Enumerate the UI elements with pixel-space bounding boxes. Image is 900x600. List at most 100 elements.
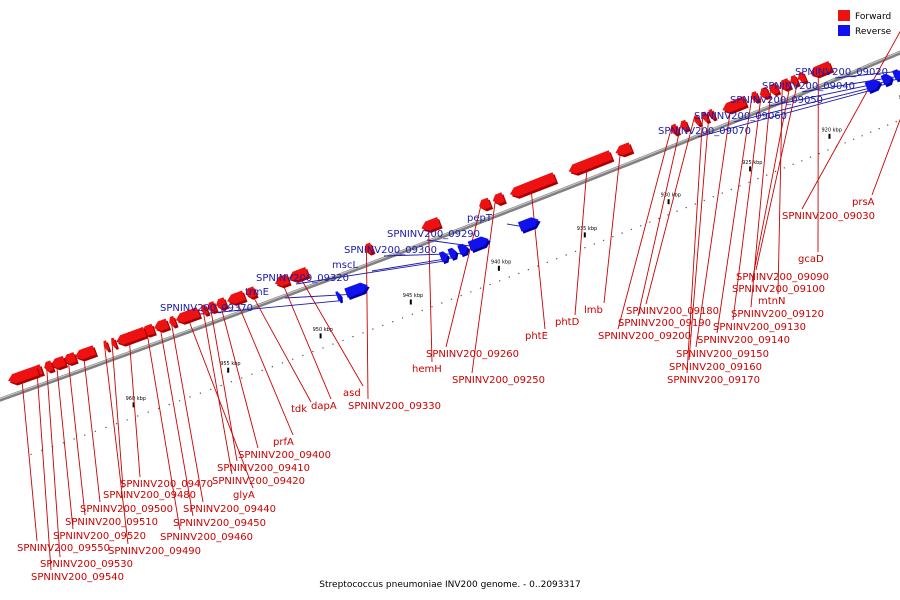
label-lmb: lmb — [584, 305, 603, 316]
leader-SPNINV200_09040 — [801, 75, 900, 93]
scale-tick-label: 950 kbp — [313, 327, 333, 333]
gene-SPNINV200_09250[interactable] — [492, 192, 505, 204]
gene-trmE[interactable] — [344, 282, 368, 298]
gene-SPNINV200_09130[interactable] — [759, 86, 770, 98]
scale-dot — [158, 407, 160, 410]
gene-lmb[interactable] — [615, 142, 633, 156]
scale-dot — [105, 426, 107, 429]
label-SPNINV200_09200: SPNINV200_09200 — [598, 331, 691, 342]
label-SPNINV200_09440: SPNINV200_09440 — [183, 504, 276, 515]
gene-SPNINV200_09420[interactable] — [201, 304, 209, 315]
gene-SPNINV200_09490[interactable] — [103, 340, 110, 351]
label-prsA: prsA — [852, 197, 875, 208]
gene-asd[interactable] — [288, 267, 309, 281]
gene-SPNINV200_09170[interactable] — [702, 111, 710, 123]
gene-SPNINV200_09090[interactable] — [798, 71, 807, 83]
leader-SPNINV200_09460 — [145, 325, 181, 531]
leader-SPNINV200_09450 — [158, 320, 194, 517]
label-SPNINV200_09140: SPNINV200_09140 — [697, 335, 790, 346]
label-SPNINV200_09170: SPNINV200_09170 — [667, 375, 760, 386]
leader-SPNINV200_09540 — [36, 365, 52, 571]
leader-SPNINV200_09550 — [20, 370, 38, 542]
gene-SPNINV200_09190[interactable] — [680, 119, 689, 131]
gene-SPNINV200_09550[interactable] — [8, 365, 40, 384]
scale-dot — [827, 149, 829, 151]
scale-dot — [809, 156, 812, 158]
gene-phtD[interactable] — [568, 150, 613, 174]
gene-SPNINV200_09300[interactable] — [457, 243, 468, 256]
label-tdk: tdk — [291, 404, 307, 415]
gene-SPNINV200_09330[interactable] — [364, 242, 374, 254]
scale-dot — [612, 236, 614, 238]
leader-SPNINV200_09500 — [82, 348, 101, 503]
leader-SPNINV200_09160 — [688, 109, 710, 361]
leader-SPNINV200_09140 — [716, 92, 753, 334]
gene-SPNINV200_09440[interactable] — [169, 315, 177, 327]
gene-prfA[interactable] — [227, 290, 246, 304]
gene-SPNINV200_09510[interactable] — [63, 352, 77, 364]
legend: Forward Reverse — [838, 10, 892, 37]
scale-dot — [801, 160, 803, 162]
scale-dot — [602, 239, 605, 242]
gene-SPNINV200_09140[interactable] — [751, 91, 760, 102]
label-SPNINV200_09290: SPNINV200_09290 — [387, 229, 480, 240]
scale-dot — [115, 423, 118, 425]
gene-mscL[interactable] — [447, 247, 457, 259]
gene-SPNINV200_09500[interactable] — [75, 345, 96, 360]
gene-SPNINV200_09180[interactable] — [694, 114, 701, 126]
gene-SPNINV200_09530[interactable] — [44, 360, 54, 372]
label-SPNINV200_09400: SPNINV200_09400 — [238, 450, 331, 461]
leader-SPNINV200_09260 — [445, 199, 483, 348]
gene-SPNINV200_09160[interactable] — [708, 108, 716, 120]
gene-SPNINV200_09480[interactable] — [111, 337, 117, 348]
scale-dot — [630, 228, 633, 231]
gene-SPNINV200_09370[interactable] — [335, 291, 341, 302]
gene-SPNINV200_09050[interactable] — [892, 69, 900, 81]
leader-SPNINV200_09330 — [365, 243, 369, 400]
gene-SPNINV200_09470[interactable] — [116, 326, 147, 345]
gene-pepT[interactable] — [517, 217, 539, 232]
gene-hemH[interactable] — [421, 217, 441, 231]
scale-tick-label: 935 kbp — [577, 226, 597, 232]
scale-tick — [667, 199, 670, 205]
scale-dot — [818, 152, 820, 155]
gene-mtnN[interactable] — [779, 78, 791, 90]
gene-glyA[interactable] — [175, 307, 200, 323]
scale-dot — [878, 128, 880, 130]
label-trmE: trmE — [245, 287, 269, 298]
gene-SPNINV200_09290[interactable] — [467, 236, 489, 252]
leader-SPNINV200_09520 — [55, 358, 74, 530]
gene-SPNINV200_09070[interactable] — [864, 79, 881, 92]
gene-gcaD[interactable] — [810, 61, 833, 77]
scale-dot — [470, 291, 472, 293]
label-SPNINV200_09180: SPNINV200_09180 — [626, 306, 719, 317]
scale-dot — [518, 272, 520, 275]
leader-SPNINV200_09440 — [169, 316, 204, 503]
label-SPNINV200_09030: SPNINV200_09030 — [782, 211, 875, 222]
leader-phtE — [529, 180, 546, 330]
label-phtE: phtE — [525, 331, 548, 342]
gene-SPNINV200_09060[interactable] — [880, 73, 892, 86]
gene-SPNINV200_09400[interactable] — [216, 297, 227, 309]
scale-tick — [497, 265, 500, 271]
label-SPNINV200_09120: SPNINV200_09120 — [731, 309, 824, 320]
scale-dot — [302, 354, 304, 357]
scale-dot — [730, 188, 732, 191]
gene-SPNINV200_09520[interactable] — [50, 355, 67, 369]
gene-SPNINV200_09260[interactable] — [479, 197, 492, 210]
gene-tdk[interactable] — [245, 286, 257, 298]
gene-SPNINV200_09320[interactable] — [438, 251, 448, 263]
gene-SPNINV200_09410[interactable] — [207, 301, 217, 313]
scale-dot — [84, 434, 86, 436]
gene-phtE[interactable] — [510, 172, 557, 197]
leader-mtnN — [777, 79, 783, 295]
leader-asd — [295, 270, 364, 387]
gene-dapA[interactable] — [275, 274, 290, 287]
gene-SPNINV200_09200[interactable] — [670, 123, 680, 135]
gene-SPNINV200_09100[interactable] — [790, 74, 799, 86]
gene-SPNINV200_09150[interactable] — [722, 96, 747, 113]
scale-dot — [844, 142, 846, 144]
gene-SPNINV200_09450[interactable] — [154, 318, 170, 331]
gene-SPNINV200_09120[interactable] — [769, 83, 780, 95]
legend-forward-label: Forward — [855, 12, 891, 22]
